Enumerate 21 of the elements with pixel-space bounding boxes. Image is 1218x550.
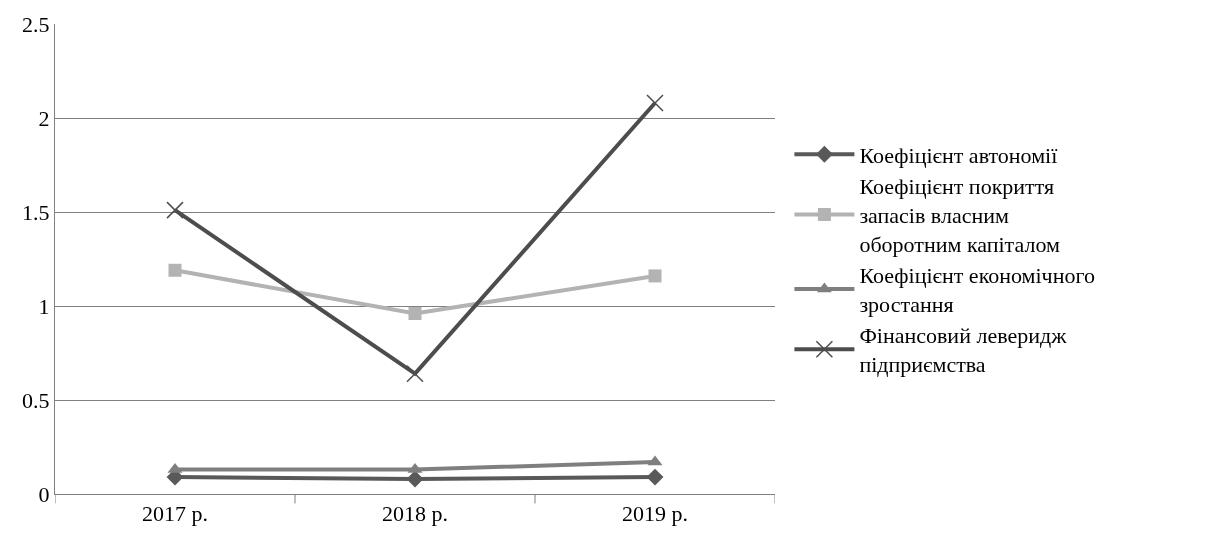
point xyxy=(648,269,662,283)
point xyxy=(406,364,424,383)
legend-label: Коефіцієнт автономії xyxy=(859,142,1059,168)
y-tick-label: 1.5 xyxy=(22,199,50,225)
y-tick-label: 2 xyxy=(38,105,50,131)
legend-label: Коефіцієнт економічного зростання xyxy=(859,263,1095,317)
y-tick-label: 0 xyxy=(38,481,50,507)
x-tick-label: 2017 р. xyxy=(142,501,208,527)
point xyxy=(408,307,422,321)
point xyxy=(168,263,182,277)
point xyxy=(406,470,424,488)
legend-label: Коефіцієнт покриття запасів власним оборотним капіталом xyxy=(859,174,1060,257)
y-tick-label: 2.5 xyxy=(22,11,50,37)
legend-label: Фінансовий леверидж підприємства xyxy=(859,323,1068,378)
point xyxy=(166,201,184,219)
y-tick-label: 1 xyxy=(38,293,50,319)
x-tick-label: 2018 р. xyxy=(382,501,448,527)
point xyxy=(646,94,664,112)
point xyxy=(646,468,664,486)
y-tick-label: 0.5 xyxy=(22,387,50,413)
x-tick-label: 2019 р. xyxy=(622,501,688,527)
